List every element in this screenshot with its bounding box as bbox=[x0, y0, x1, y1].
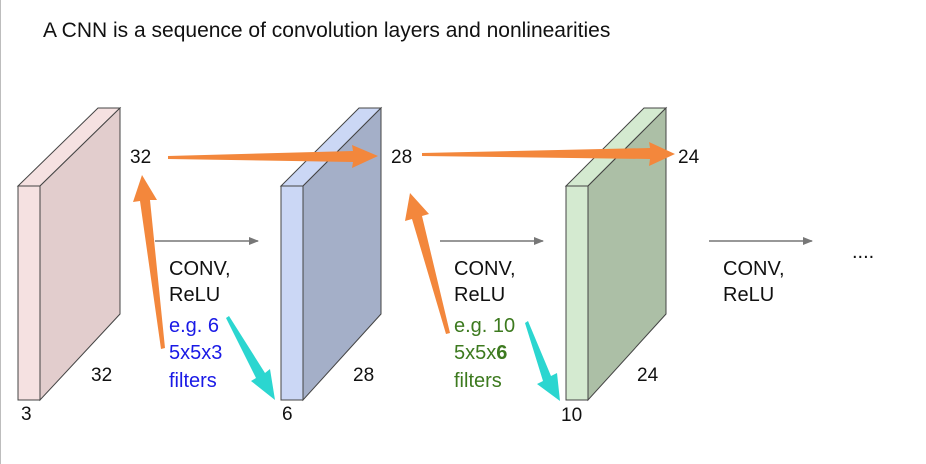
op2-note-line3: filters bbox=[454, 370, 502, 392]
continuation-ellipsis: .... bbox=[852, 241, 874, 263]
op3-line1: CONV, bbox=[723, 258, 785, 280]
conv1-height-label: 28 bbox=[391, 147, 412, 168]
slide-left-border bbox=[0, 0, 1, 464]
depth-arrow-2 bbox=[525, 321, 560, 401]
slide-title: A CNN is a sequence of convolution layer… bbox=[43, 19, 611, 42]
input-volume-side bbox=[17, 185, 41, 401]
op2-note-line2-dims: 5x5x bbox=[454, 342, 496, 364]
receptive-arrow-1 bbox=[133, 175, 165, 349]
input-height-label: 32 bbox=[130, 147, 151, 168]
depth-arrow-1 bbox=[226, 316, 275, 400]
op2-note-line2-depth: 6 bbox=[496, 342, 507, 364]
op3-line2: ReLU bbox=[723, 284, 774, 306]
op1-line2: ReLU bbox=[169, 284, 220, 306]
spatial-arrow-28-to-24 bbox=[422, 142, 675, 166]
receptive-arrow-2 bbox=[405, 193, 450, 334]
conv2-width-label: 24 bbox=[637, 365, 659, 386]
op2-line1: CONV, bbox=[454, 258, 516, 280]
op1-line1: CONV, bbox=[169, 258, 231, 280]
input-volume-face bbox=[39, 106, 121, 402]
op1-note-line1: e.g. 6 bbox=[169, 315, 219, 337]
op2-note-line1: e.g. 10 bbox=[454, 315, 515, 337]
op2-note-line2: 5x5x6 bbox=[454, 342, 507, 364]
input-volume bbox=[16, 106, 122, 402]
conv1-depth-label: 6 bbox=[282, 404, 293, 425]
op1-note-line2: 5x5x3 bbox=[169, 342, 222, 364]
input-width-label: 32 bbox=[91, 365, 112, 386]
conv1-volume-side bbox=[280, 185, 304, 401]
conv1-width-label: 28 bbox=[353, 365, 374, 386]
conv2-volume-side bbox=[565, 185, 589, 401]
op1-note-line3: filters bbox=[169, 370, 217, 392]
conv2-height-label: 24 bbox=[678, 147, 700, 168]
op2-line2: ReLU bbox=[454, 284, 505, 306]
conv1-output-volume bbox=[279, 106, 383, 402]
conv2-output-volume bbox=[564, 106, 668, 402]
spatial-arrow-32-to-28 bbox=[168, 145, 378, 168]
conv2-depth-label: 10 bbox=[561, 405, 582, 426]
input-depth-label: 3 bbox=[21, 404, 32, 425]
